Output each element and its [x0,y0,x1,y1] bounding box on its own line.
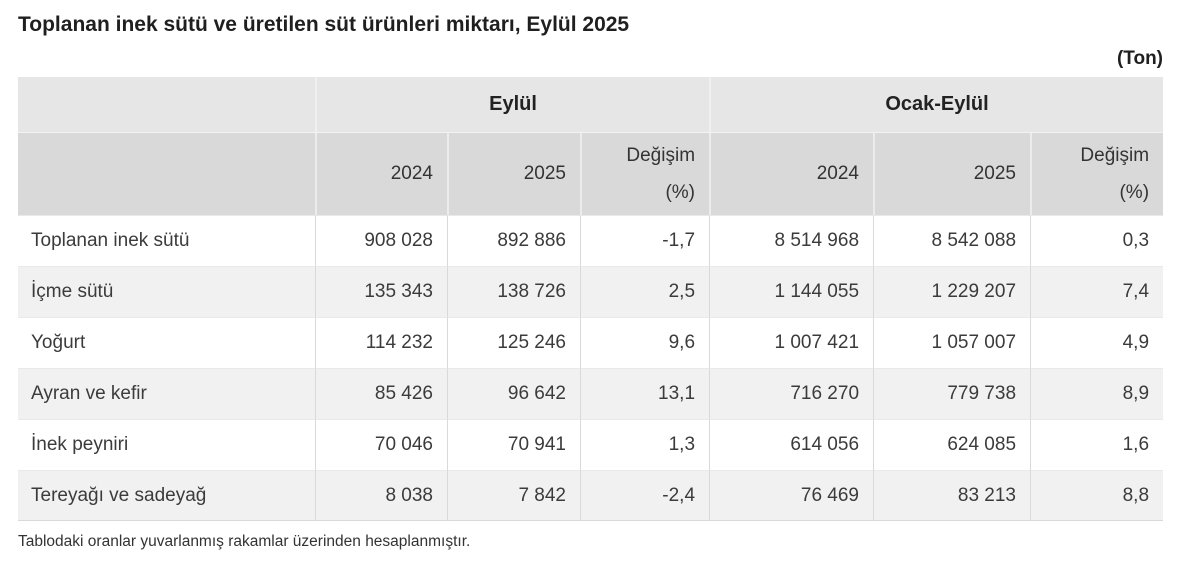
cell-value: 9,6 [580,317,710,368]
cell-value: 892 886 [447,215,580,266]
cell-value: 716 270 [709,368,874,419]
cell-value: 614 056 [709,419,874,470]
cell-value: 76 469 [709,470,874,521]
milk-products-table: Eylül Ocak-Eylül 2024 2025 Değişim (%) 20… [18,77,1164,521]
degisim-unit: (%) [665,182,696,203]
sub-header-ocak-2025: 2025 [873,133,1031,215]
cell-value: 779 738 [873,368,1031,419]
cell-value: 8,9 [1030,368,1164,419]
cell-value: 2,5 [580,266,710,317]
degisim-unit: (%) [1119,182,1150,203]
degisim-label: Değişim [626,145,696,166]
cell-value: 135 343 [315,266,447,317]
cell-value: 1,6 [1030,419,1164,470]
cell-value: 138 726 [447,266,580,317]
cell-value: 83 213 [873,470,1031,521]
sub-header-spacer [18,133,315,215]
sub-header-eylul-2025: 2025 [447,133,580,215]
cell-value: 70 941 [447,419,580,470]
row-label: Toplanan inek sütü [18,215,315,266]
group-header-spacer [18,77,315,133]
table-row: Ayran ve kefir 85 426 96 642 13,1 716 27… [18,368,1164,419]
footnote: Tablodaki oranlar yuvarlanmış rakamlar ü… [18,533,471,550]
cell-value: 1,3 [580,419,710,470]
table-row: Tereyağı ve sadeyağ 8 038 7 842 -2,4 76 … [18,470,1164,521]
row-label: İnek peyniri [18,419,315,470]
degisim-label: Değişim [1080,145,1150,166]
cell-value: 624 085 [873,419,1031,470]
cell-value: 7 842 [447,470,580,521]
cell-value: 1 057 007 [873,317,1031,368]
group-header-ocak-eylul: Ocak-Eylül [709,77,1164,133]
cell-value: 85 426 [315,368,447,419]
cell-value: 96 642 [447,368,580,419]
cell-value: 908 028 [315,215,447,266]
cell-value: -1,7 [580,215,710,266]
unit-label: (Ton) [1116,48,1163,69]
table-row: İçme sütü 135 343 138 726 2,5 1 144 055 … [18,266,1164,317]
sub-header-row: 2024 2025 Değişim (%) 2024 2025 Değişim (%… [18,133,1164,215]
row-label: Yoğurt [18,317,315,368]
table-row: Toplanan inek sütü 908 028 892 886 -1,7 … [18,215,1164,266]
cell-value: 8 514 968 [709,215,874,266]
sub-header-eylul-2024: 2024 [315,133,447,215]
cell-value: 8,8 [1030,470,1164,521]
cell-value: 70 046 [315,419,447,470]
row-label: İçme sütü [18,266,315,317]
cell-value: -2,4 [580,470,710,521]
cell-value: 0,3 [1030,215,1164,266]
page-title: Toplanan inek sütü ve üretilen süt ürünl… [18,13,630,36]
sub-header-eylul-degisim: Değişim (%) [580,133,710,215]
cell-value: 114 232 [315,317,447,368]
group-header-row: Eylül Ocak-Eylül [18,77,1164,133]
cell-value: 8 038 [315,470,447,521]
row-label: Ayran ve kefir [18,368,315,419]
cell-value: 1 144 055 [709,266,874,317]
row-label: Tereyağı ve sadeyağ [18,470,315,521]
cell-value: 125 246 [447,317,580,368]
cell-value: 1 007 421 [709,317,874,368]
table-row: Yoğurt 114 232 125 246 9,6 1 007 421 1 0… [18,317,1164,368]
cell-value: 1 229 207 [873,266,1031,317]
cell-value: 7,4 [1030,266,1164,317]
group-header-eylul: Eylül [315,77,710,133]
sub-header-ocak-2024: 2024 [709,133,874,215]
sub-header-ocak-degisim: Değişim (%) [1030,133,1164,215]
cell-value: 8 542 088 [873,215,1031,266]
cell-value: 13,1 [580,368,710,419]
page: Toplanan inek sütü ve üretilen süt ürünl… [18,13,1164,550]
cell-value: 4,9 [1030,317,1164,368]
table-row: İnek peyniri 70 046 70 941 1,3 614 056 6… [18,419,1164,470]
